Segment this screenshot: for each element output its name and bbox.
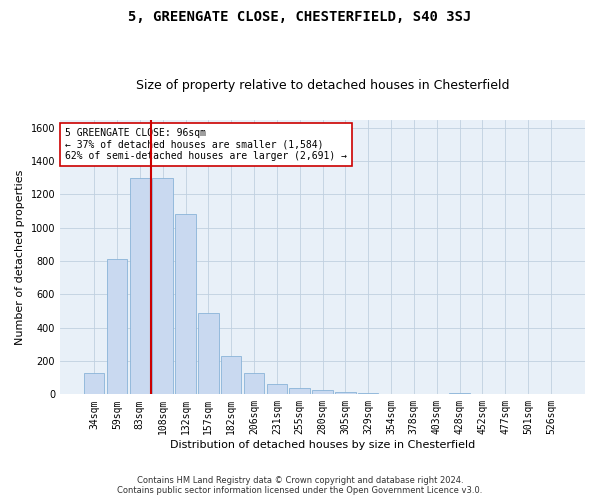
Text: 5, GREENGATE CLOSE, CHESTERFIELD, S40 3SJ: 5, GREENGATE CLOSE, CHESTERFIELD, S40 3S…	[128, 10, 472, 24]
Bar	[449, 392, 470, 394]
Bar	[244, 372, 264, 394]
X-axis label: Distribution of detached houses by size in Chesterfield: Distribution of detached houses by size …	[170, 440, 475, 450]
Title: Size of property relative to detached houses in Chesterfield: Size of property relative to detached ho…	[136, 79, 509, 92]
Bar	[198, 312, 218, 394]
Bar	[266, 384, 287, 394]
Bar	[358, 392, 379, 394]
Y-axis label: Number of detached properties: Number of detached properties	[15, 170, 25, 344]
Bar	[335, 392, 356, 394]
Bar	[221, 356, 241, 395]
Bar	[175, 214, 196, 394]
Bar	[130, 178, 150, 394]
Text: Contains HM Land Registry data © Crown copyright and database right 2024.
Contai: Contains HM Land Registry data © Crown c…	[118, 476, 482, 495]
Bar	[107, 260, 127, 394]
Bar	[312, 390, 333, 394]
Bar	[289, 388, 310, 394]
Bar	[84, 372, 104, 394]
Bar	[152, 178, 173, 394]
Text: 5 GREENGATE CLOSE: 96sqm
← 37% of detached houses are smaller (1,584)
62% of sem: 5 GREENGATE CLOSE: 96sqm ← 37% of detach…	[65, 128, 347, 161]
